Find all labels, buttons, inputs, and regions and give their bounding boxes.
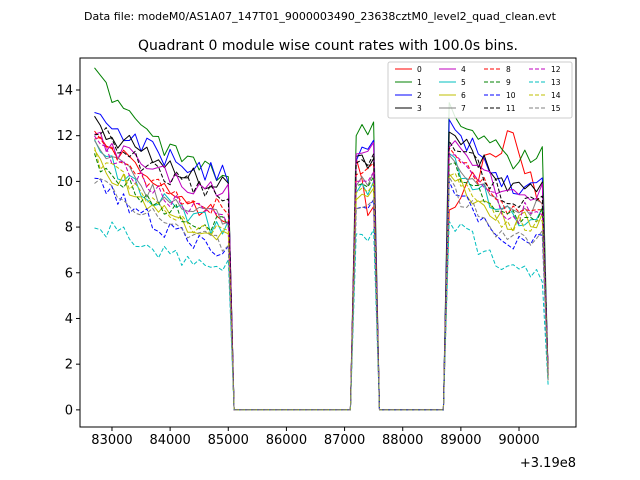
legend-label-10: 10 (506, 91, 516, 100)
legend-label-9: 9 (506, 78, 511, 87)
y-tick-label: 8 (65, 221, 73, 236)
legend-label-3: 3 (417, 104, 422, 113)
legend-label-6: 6 (461, 91, 466, 100)
legend-label-14: 14 (551, 91, 561, 100)
x-tick-label: 83000 (91, 433, 132, 448)
x-tick-label: 90000 (498, 433, 539, 448)
axes-frame (79, 57, 577, 428)
legend-label-2: 2 (417, 91, 422, 100)
legend-label-15: 15 (551, 104, 561, 113)
legend-label-8: 8 (506, 65, 511, 74)
x-tick-label: 89000 (440, 433, 481, 448)
legend-label-13: 13 (551, 78, 561, 87)
y-tick-label: 4 (65, 312, 73, 327)
chart-title: Quadrant 0 module wise count rates with … (138, 38, 518, 54)
x-offset-label: +3.19e8 (520, 456, 576, 471)
x-tick-label: 85000 (208, 433, 249, 448)
y-tick-label: 12 (56, 129, 73, 144)
y-axis: 0 2 4 6 8 10 12 14 (56, 83, 80, 418)
x-tick-label: 87000 (324, 433, 365, 448)
legend-label-1: 1 (417, 78, 422, 87)
y-tick-label: 6 (65, 266, 73, 281)
x-axis: 83000 84000 85000 86000 87000 88000 89000 90000 (91, 427, 540, 448)
series-line-14 (94, 147, 549, 411)
y-tick-label: 2 (65, 358, 73, 373)
y-tick-label: 0 (65, 403, 73, 418)
legend-label-5: 5 (461, 78, 466, 87)
legend-label-4: 4 (461, 65, 466, 74)
series-layer (94, 67, 549, 411)
legend-label-7: 7 (461, 104, 466, 113)
plot-area (79, 57, 577, 428)
series-line-15 (94, 176, 549, 411)
x-tick-label: 86000 (266, 433, 307, 448)
y-tick-label: 10 (56, 175, 73, 190)
legend-label-11: 11 (506, 104, 516, 113)
x-tick-label: 88000 (382, 433, 423, 448)
figure-suptitle: Data file: modeM0/AS1A07_147T01_90000034… (84, 10, 557, 23)
legend-label-12: 12 (551, 65, 561, 74)
x-tick-label: 84000 (149, 433, 190, 448)
y-tick-label: 14 (56, 83, 73, 98)
legend-frame (387, 61, 573, 119)
legend-label-0: 0 (417, 65, 422, 74)
